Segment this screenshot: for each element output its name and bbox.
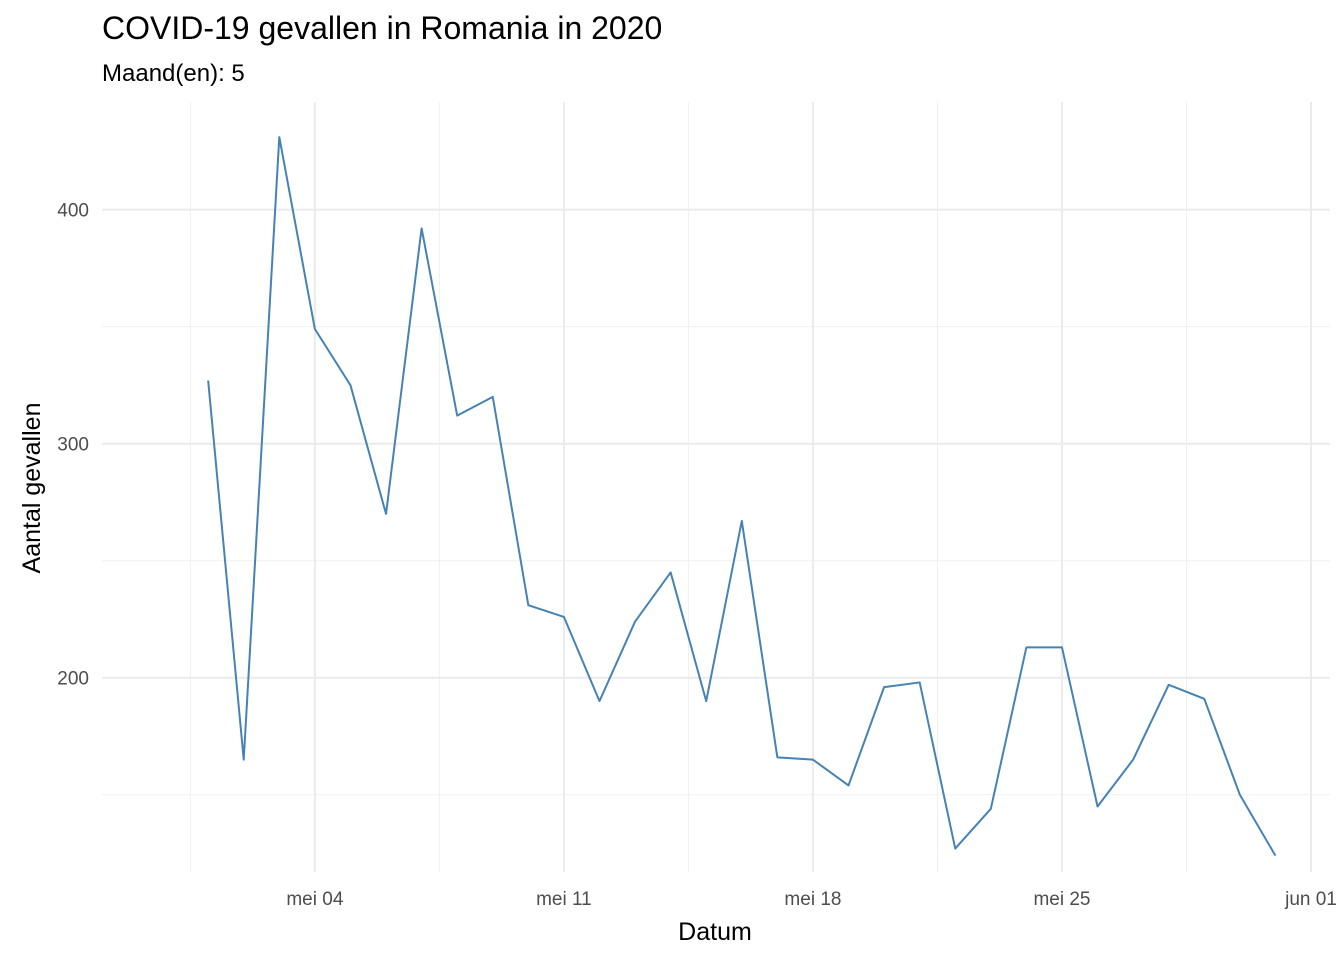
y-tick-label: 200	[57, 669, 89, 690]
series-layer	[207, 136, 1277, 857]
series-line	[207, 136, 1277, 857]
x-tick-label: mei 18	[784, 889, 841, 910]
chart-title: COVID-19 gevallen in Romania in 2020	[102, 10, 663, 46]
x-axis-ticks: mei 04 mei 11 mei 18 mei 25 jun 01	[286, 889, 1337, 910]
x-tick-label: mei 04	[286, 889, 343, 910]
chart-subtitle: Maand(en): 5	[102, 60, 245, 87]
x-tick-label: jun 01	[1284, 889, 1337, 910]
x-axis-title: Datum	[678, 918, 752, 946]
x-tick-label: mei 11	[536, 889, 592, 910]
y-tick-label: 300	[57, 435, 89, 456]
x-tick-label: mei 25	[1033, 889, 1090, 910]
major-gridlines	[102, 102, 1330, 872]
y-axis-ticks: 200 300 400	[57, 201, 89, 690]
minor-gridlines	[102, 102, 1330, 872]
y-tick-label: 400	[57, 201, 89, 222]
y-axis-title: Aantal gevallen	[18, 403, 46, 574]
